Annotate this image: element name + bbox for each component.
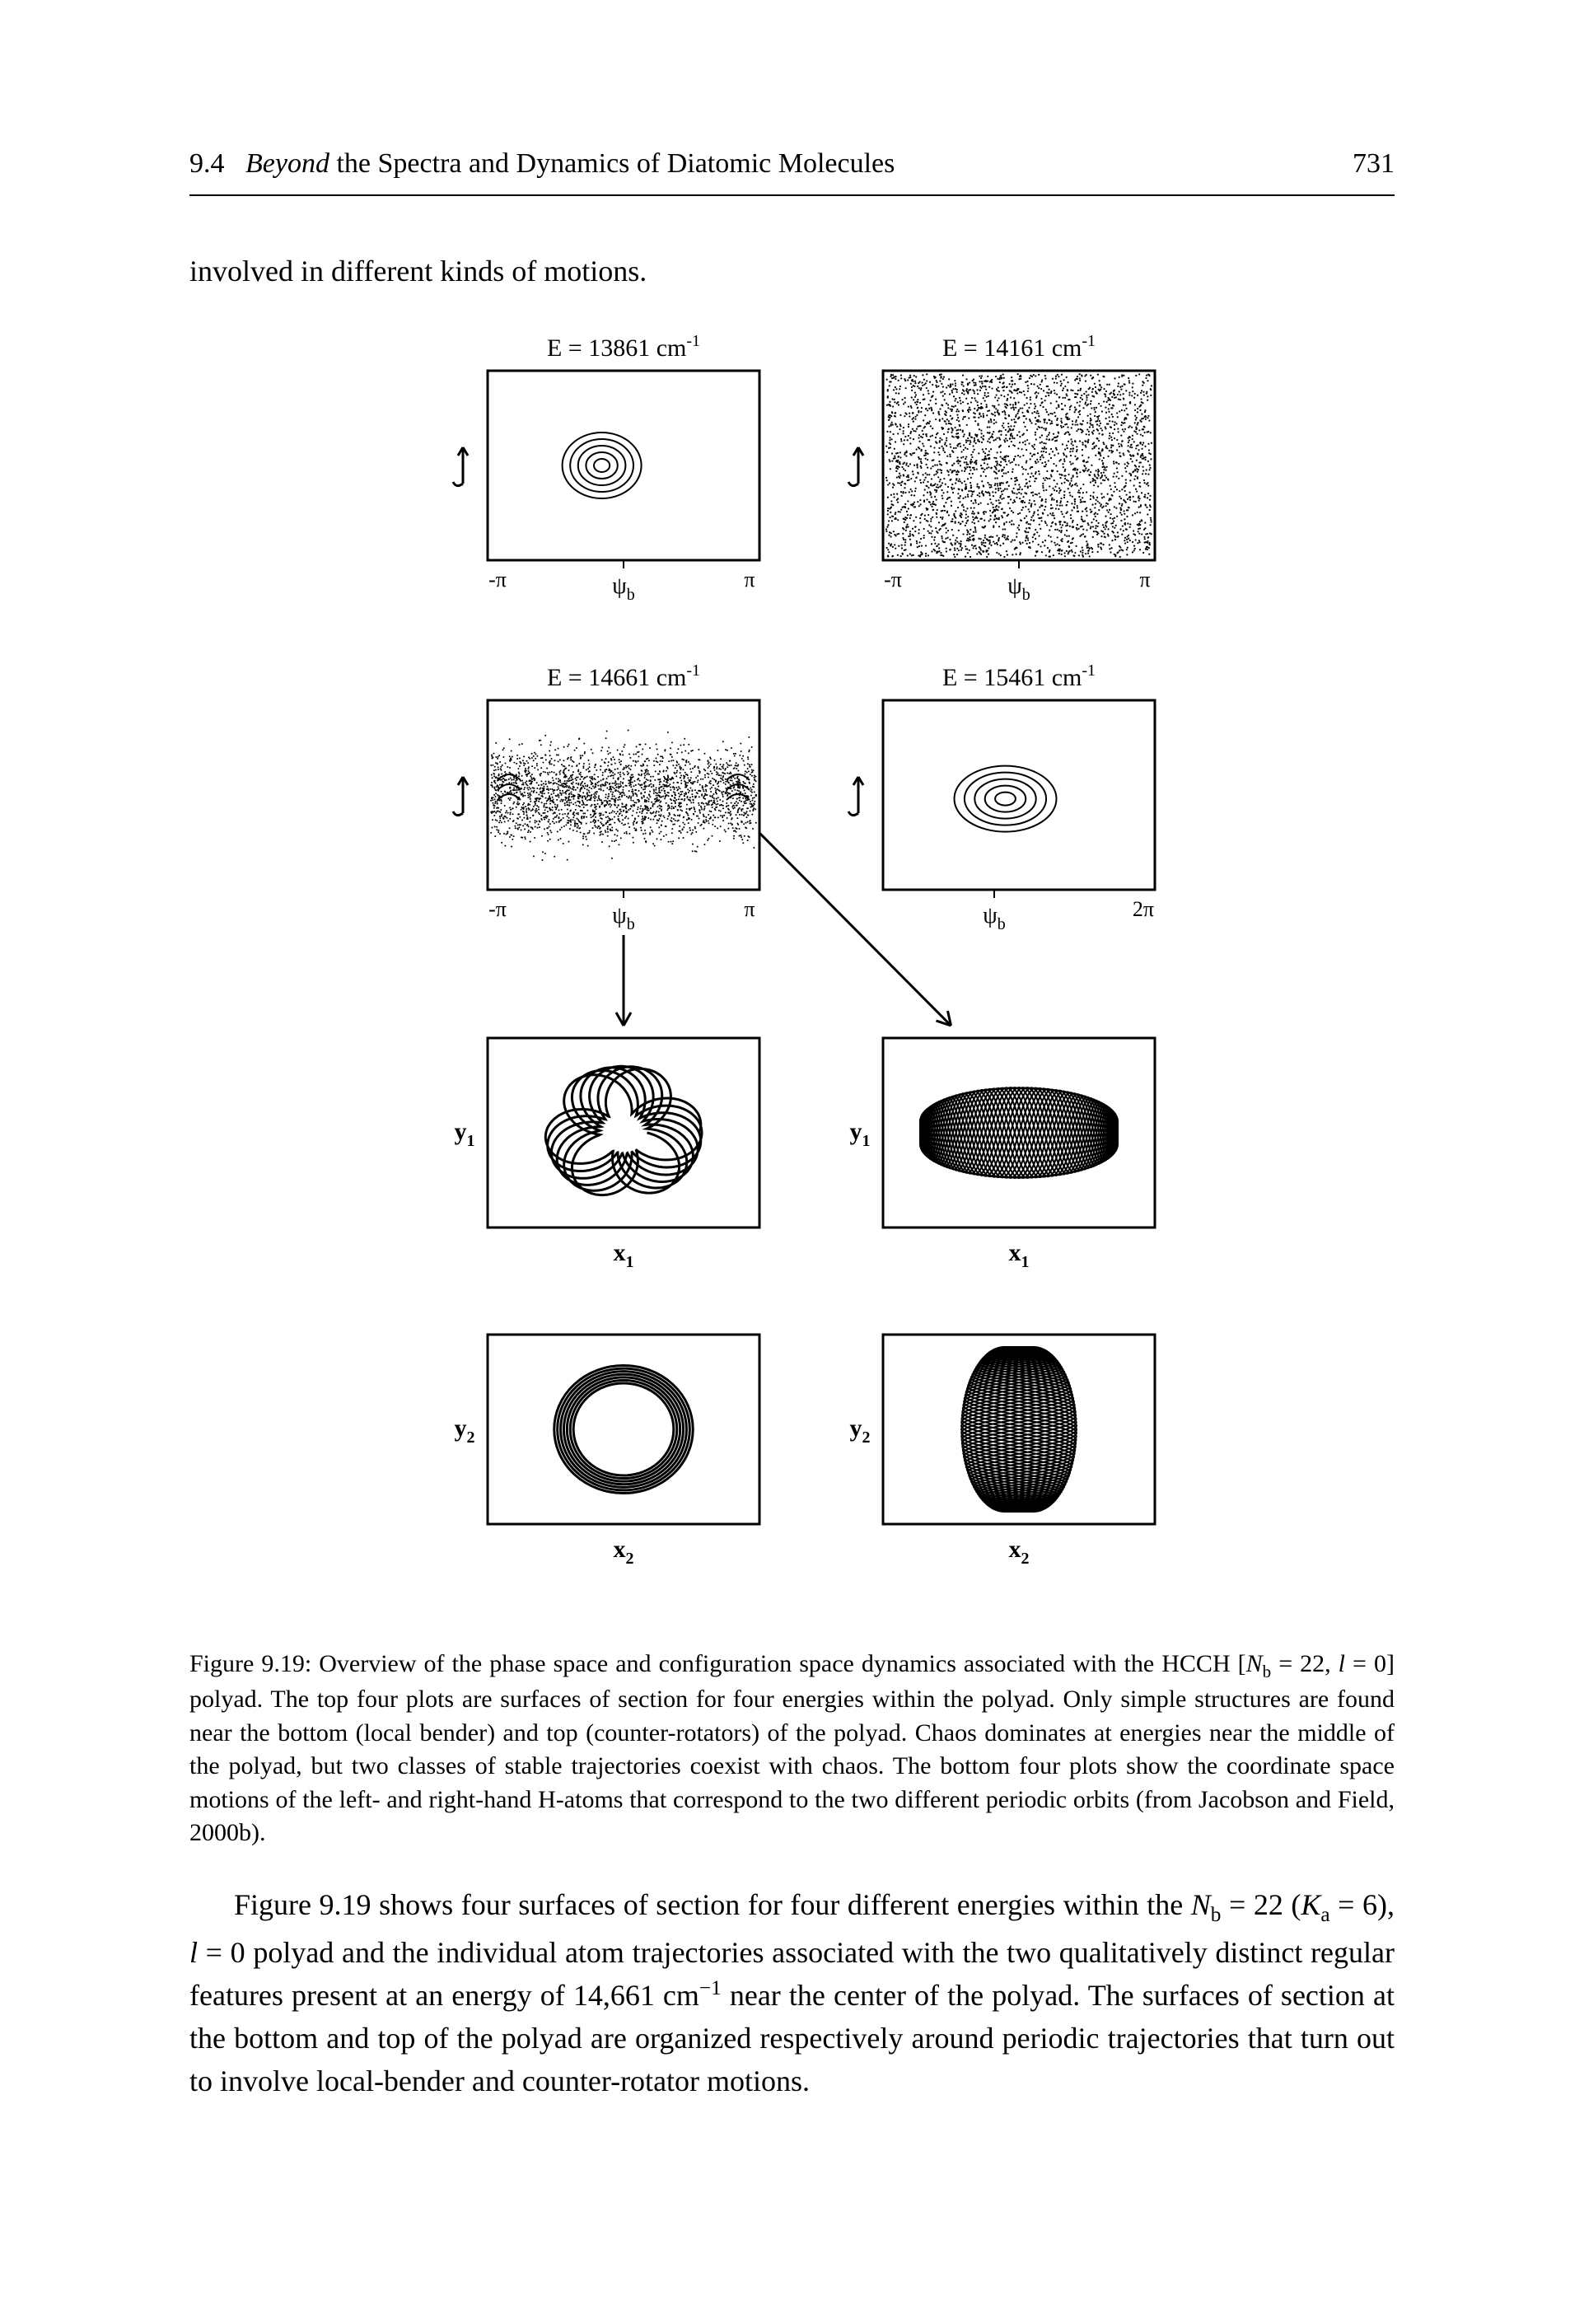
section-title-italic: Beyond	[245, 148, 329, 179]
figure-9-19: E = 13861 cm-1 -π π ψb E = 14161 cm-1 -π π ψb E …	[189, 321, 1395, 1582]
para-ka: K	[1301, 1888, 1320, 1921]
para-ka-sub: a	[1320, 1904, 1329, 1926]
caption-l-eq: = 0] polyad. The top four plots are surf…	[189, 1650, 1395, 1846]
svg-text:ψb: ψb	[612, 903, 635, 933]
caption-l: l	[1339, 1650, 1345, 1677]
para-ka-eq: = 6),	[1330, 1888, 1395, 1921]
lead-line: involved in different kinds of motions.	[189, 254, 1395, 288]
para-nb-sub: b	[1211, 1904, 1222, 1926]
para-nb: N	[1191, 1888, 1211, 1921]
caption-label: Figure 9.19:	[189, 1650, 311, 1677]
caption-nb: N	[1246, 1650, 1263, 1677]
svg-text:-π: -π	[488, 897, 507, 921]
body-paragraph: Figure 9.19 shows four surfaces of secti…	[189, 1883, 1395, 2102]
section-number: 9.4	[189, 148, 225, 179]
svg-text:E = 14161 cm-1: E = 14161 cm-1	[942, 332, 1095, 362]
para-1: Figure 9.19 shows four surfaces of secti…	[234, 1888, 1191, 1921]
caption-nb-eq: = 22,	[1271, 1650, 1339, 1677]
para-nb-eq: = 22 (	[1221, 1888, 1301, 1921]
para-l: l	[189, 1936, 198, 1969]
caption-nb-sub: b	[1263, 1662, 1272, 1681]
svg-text:-π: -π	[884, 568, 902, 592]
caption-text-1: Overview of the phase space and configur…	[311, 1650, 1245, 1677]
page-number: 731	[1353, 148, 1395, 180]
svg-text:π: π	[744, 568, 755, 592]
svg-text:π: π	[744, 897, 755, 921]
para-sup: −1	[699, 1977, 722, 1999]
svg-text:E = 14661 cm-1: E = 14661 cm-1	[546, 662, 699, 691]
section-title-rest: the Spectra and Dynamics of Diatomic Mol…	[329, 148, 895, 179]
svg-text:ψb: ψb	[612, 573, 635, 604]
running-head: 9.4 Beyond the Spectra and Dynamics of D…	[189, 148, 1395, 196]
svg-text:-π: -π	[488, 568, 507, 592]
svg-text:π: π	[1139, 568, 1150, 592]
figure-caption: Figure 9.19: Overview of the phase space…	[189, 1648, 1395, 1850]
svg-text:E = 13861 cm-1: E = 13861 cm-1	[546, 332, 699, 362]
svg-text:ψb: ψb	[1007, 573, 1030, 604]
